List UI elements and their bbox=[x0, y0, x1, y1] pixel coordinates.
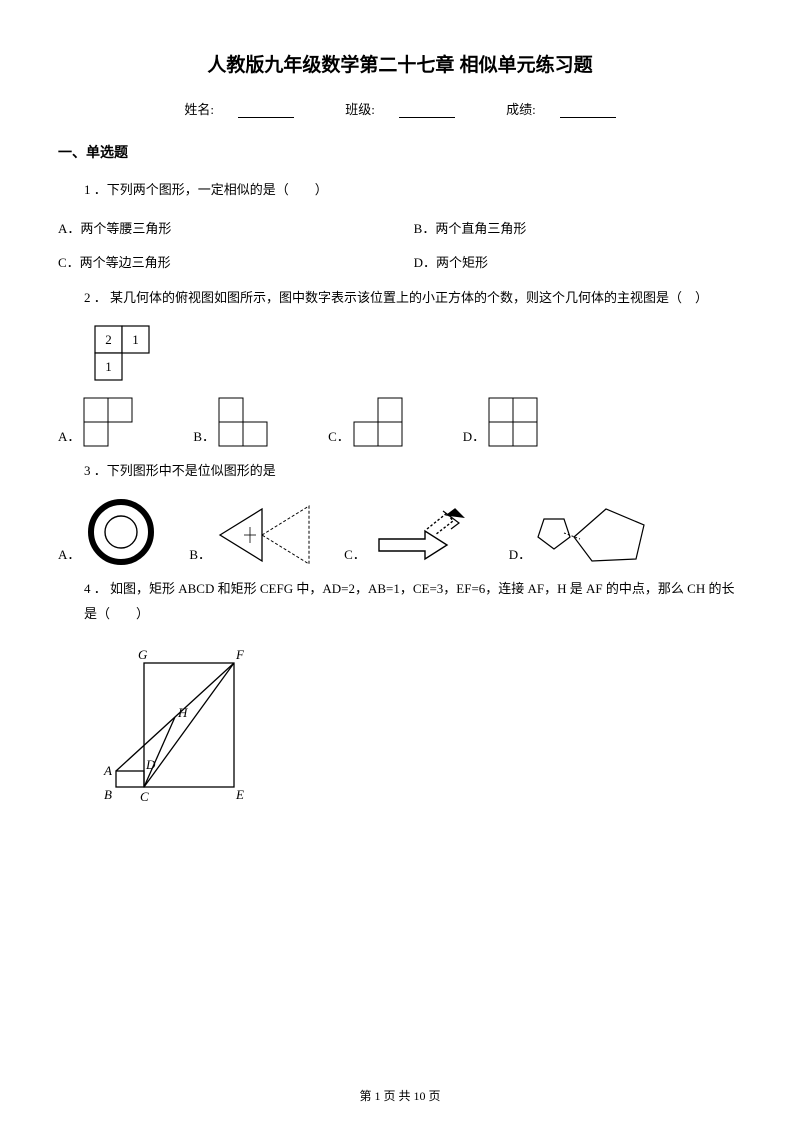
q2-shape-d bbox=[488, 397, 558, 449]
q1-choice-c[interactable]: C．两个等边三角形 bbox=[58, 251, 414, 276]
class-blank[interactable] bbox=[399, 117, 455, 118]
q2-choice-c[interactable]: C． bbox=[328, 397, 423, 449]
q1-choices-row2: C．两个等边三角形 D．两个矩形 bbox=[58, 251, 742, 276]
svg-text:1: 1 bbox=[105, 359, 112, 374]
svg-text:1: 1 bbox=[132, 332, 139, 347]
q1-choice-b[interactable]: B．两个直角三角形 bbox=[414, 217, 742, 242]
q2-choice-a[interactable]: A． bbox=[58, 397, 153, 449]
q3-shape-b bbox=[214, 503, 314, 567]
svg-text:A: A bbox=[103, 763, 112, 778]
doc-title: 人教版九年级数学第二十七章 相似单元练习题 bbox=[58, 50, 742, 77]
svg-text:F: F bbox=[235, 647, 245, 662]
q1-choice-a[interactable]: A．两个等腰三角形 bbox=[58, 217, 414, 242]
score-blank[interactable] bbox=[560, 117, 616, 118]
name-label: 姓名: bbox=[172, 102, 306, 117]
q3-choices: A． B． C． D． bbox=[58, 497, 742, 567]
svg-text:B: B bbox=[104, 787, 112, 802]
q2-shape-c bbox=[353, 397, 423, 449]
score-label: 成绩: bbox=[494, 102, 628, 117]
q2-choice-d[interactable]: D． bbox=[463, 397, 558, 449]
name-blank[interactable] bbox=[238, 117, 294, 118]
svg-text:C: C bbox=[140, 789, 149, 804]
svg-text:2: 2 bbox=[105, 332, 112, 347]
svg-text:E: E bbox=[235, 787, 244, 802]
q3-choice-d[interactable]: D． bbox=[509, 503, 654, 567]
q2-stem: 2 ． 某几何体的俯视图如图所示，图中数字表示该位置上的小正方体的个数，则这个几… bbox=[58, 286, 742, 311]
class-label: 班级: bbox=[333, 102, 467, 117]
svg-text:D: D bbox=[145, 757, 156, 772]
q2-choices: A． B． C． D． bbox=[58, 397, 742, 449]
svg-text:G: G bbox=[138, 647, 148, 662]
q2-top-view: 2 1 1 bbox=[94, 325, 742, 381]
q4-stem: 4 ． 如图，矩形 ABCD 和矩形 CEFG 中，AD=2，AB=1，CE=3… bbox=[58, 577, 742, 626]
q2-choice-b[interactable]: B． bbox=[193, 397, 288, 449]
q3-shape-d bbox=[534, 503, 654, 567]
q2-shape-a bbox=[83, 397, 153, 449]
q3-shape-c bbox=[369, 507, 479, 567]
q4-figure: G F H A D B C E bbox=[94, 641, 742, 811]
q1-choices-row1: A．两个等腰三角形 B．两个直角三角形 bbox=[58, 217, 742, 242]
q3-stem: 3 ．下列图形中不是位似图形的是 bbox=[58, 459, 742, 484]
student-info: 姓名: 班级: 成绩: bbox=[58, 99, 742, 118]
section-1-header: 一、单选题 bbox=[58, 142, 742, 162]
svg-text:H: H bbox=[177, 705, 188, 720]
q1-stem: 1 ．下列两个图形，一定相似的是（ ） bbox=[58, 178, 742, 203]
q1-choice-d[interactable]: D．两个矩形 bbox=[414, 251, 742, 276]
q3-shape-a bbox=[83, 497, 159, 567]
page-footer: 第 1 页 共 10 页 bbox=[0, 1087, 800, 1104]
q3-choice-b[interactable]: B． bbox=[189, 503, 314, 567]
q3-choice-a[interactable]: A． bbox=[58, 497, 159, 567]
q3-choice-c[interactable]: C． bbox=[344, 507, 479, 567]
q2-shape-b bbox=[218, 397, 288, 449]
